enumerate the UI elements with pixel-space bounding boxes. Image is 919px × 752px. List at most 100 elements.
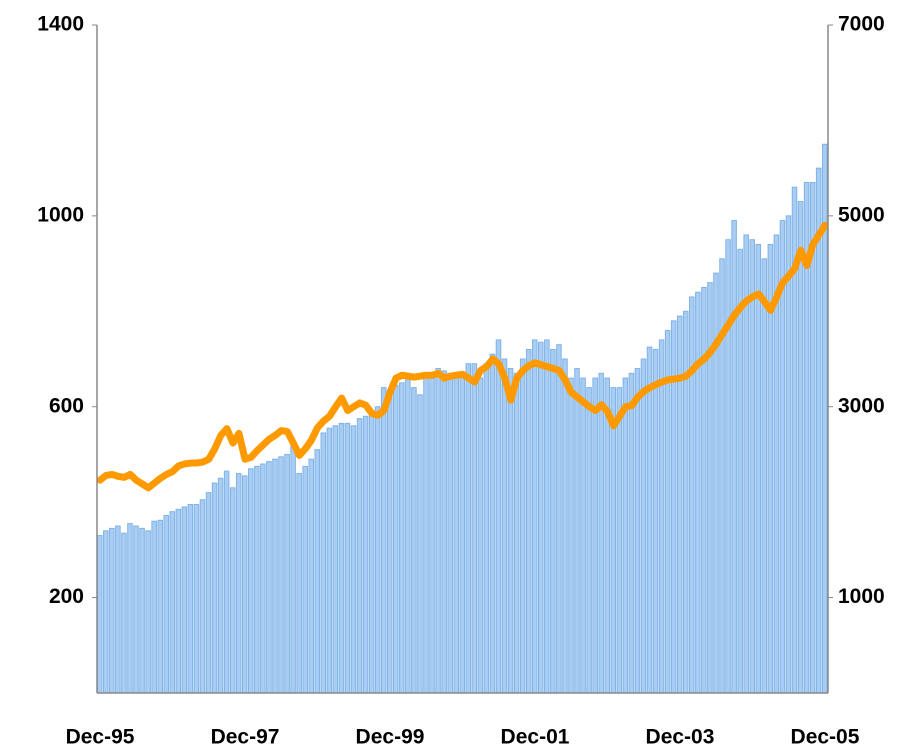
bar bbox=[217, 477, 224, 694]
bar bbox=[501, 358, 508, 694]
bar bbox=[598, 372, 604, 694]
bar bbox=[737, 248, 743, 694]
bar bbox=[544, 339, 550, 694]
bar bbox=[447, 372, 453, 694]
bar bbox=[290, 444, 296, 694]
y2-tick-label: 5000 bbox=[838, 203, 885, 226]
bar bbox=[664, 329, 671, 694]
bar bbox=[362, 415, 369, 694]
bar bbox=[175, 508, 182, 694]
bar bbox=[284, 453, 290, 694]
bar bbox=[193, 504, 200, 694]
bar bbox=[326, 427, 333, 694]
bar bbox=[568, 377, 574, 694]
bar bbox=[453, 372, 459, 694]
bar bbox=[356, 418, 363, 694]
bar bbox=[538, 341, 544, 694]
x-tick-label: Dec-01 bbox=[501, 726, 570, 749]
bar bbox=[495, 339, 502, 694]
bar bbox=[525, 348, 532, 694]
bar bbox=[622, 377, 629, 694]
x-tick-label: Dec-03 bbox=[646, 726, 715, 749]
bar bbox=[683, 310, 689, 694]
x-tick-label: Dec-05 bbox=[791, 726, 860, 749]
bar bbox=[374, 406, 381, 694]
y2-tick-label: 7000 bbox=[838, 13, 885, 36]
bar bbox=[133, 525, 139, 694]
bar bbox=[616, 387, 623, 694]
y-tick-label: 1000 bbox=[37, 203, 84, 226]
bar bbox=[507, 368, 514, 694]
bar bbox=[459, 372, 466, 694]
bar bbox=[229, 487, 236, 694]
bar bbox=[344, 422, 351, 694]
bar bbox=[145, 530, 151, 694]
y2-tick-label: 3000 bbox=[838, 394, 885, 417]
bar bbox=[785, 215, 792, 694]
bar bbox=[477, 377, 484, 694]
y-tick-label: 1400 bbox=[37, 13, 84, 36]
bar bbox=[550, 348, 556, 694]
bar bbox=[405, 377, 411, 694]
bar bbox=[169, 511, 176, 694]
bar bbox=[562, 358, 568, 694]
bar bbox=[332, 425, 339, 694]
bar bbox=[707, 282, 713, 694]
bar bbox=[513, 372, 520, 694]
bar bbox=[580, 377, 586, 694]
bar bbox=[181, 506, 188, 694]
bar bbox=[574, 368, 580, 694]
bar bbox=[471, 363, 478, 694]
bar bbox=[163, 515, 169, 694]
bar bbox=[139, 527, 145, 694]
bar bbox=[266, 461, 272, 694]
bar bbox=[368, 413, 375, 694]
bar bbox=[610, 387, 617, 694]
bar bbox=[592, 377, 598, 694]
bar bbox=[320, 432, 327, 694]
bar bbox=[489, 353, 496, 694]
bar bbox=[109, 527, 115, 694]
bar bbox=[350, 425, 357, 694]
bar bbox=[731, 220, 737, 694]
bar bbox=[658, 339, 665, 694]
x-tick-label: Dec-97 bbox=[211, 726, 280, 749]
bar bbox=[199, 499, 206, 694]
bar bbox=[652, 348, 659, 694]
bar bbox=[435, 368, 441, 694]
bar bbox=[223, 470, 230, 694]
bar bbox=[465, 363, 472, 694]
bar bbox=[483, 363, 490, 694]
bar bbox=[386, 389, 393, 694]
bar bbox=[248, 468, 254, 694]
bar bbox=[302, 465, 308, 694]
y2-tick-label: 1000 bbox=[838, 585, 885, 608]
bar bbox=[187, 504, 194, 694]
bar bbox=[761, 258, 768, 694]
bar bbox=[260, 463, 266, 694]
bar bbox=[278, 456, 284, 694]
bar bbox=[205, 492, 212, 694]
bar bbox=[815, 167, 822, 694]
bar bbox=[604, 377, 611, 694]
bar bbox=[157, 519, 163, 694]
bar bbox=[151, 520, 157, 694]
bar bbox=[338, 422, 345, 694]
bar bbox=[586, 387, 592, 694]
bar bbox=[423, 372, 429, 694]
bar bbox=[441, 370, 447, 694]
bar bbox=[749, 239, 756, 694]
y-tick-label: 200 bbox=[49, 585, 84, 608]
bar bbox=[121, 532, 127, 694]
bar bbox=[797, 201, 804, 694]
bar bbox=[676, 315, 683, 694]
bar bbox=[380, 387, 387, 694]
bar bbox=[296, 473, 302, 694]
bar bbox=[634, 368, 641, 694]
bar bbox=[393, 384, 399, 694]
bar bbox=[411, 387, 417, 694]
x-tick-label: Dec-95 bbox=[66, 726, 135, 749]
bar bbox=[97, 535, 103, 694]
bar bbox=[399, 382, 405, 694]
